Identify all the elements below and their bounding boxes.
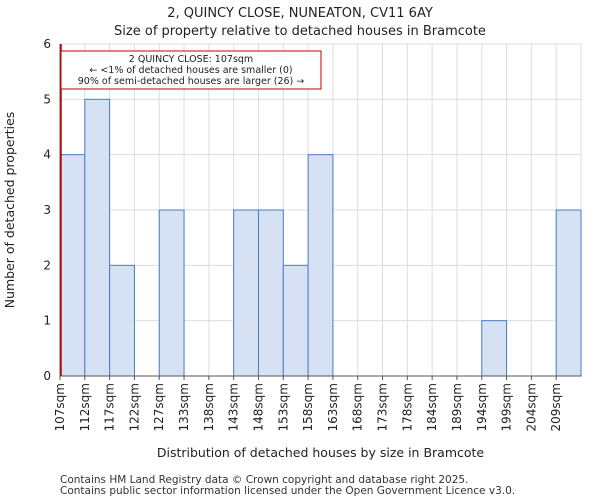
x-tick-label: 184sqm: [425, 383, 439, 431]
x-tick-label: 209sqm: [549, 383, 563, 431]
annotation-smaller: ← <1% of detached houses are smaller (0): [89, 65, 292, 76]
histogram-chart: 0 1 2 3 4 5 6 107sqm 112sqm 117sqm 122sqm 127sqm 133…: [2, 37, 582, 460]
y-tick-label: 5: [43, 92, 51, 106]
x-tick-label: 112sqm: [78, 383, 92, 431]
y-tick-label: 6: [43, 37, 51, 51]
footer-copyright: Contains HM Land Registry data © Crown c…: [60, 474, 469, 486]
x-tick-label: 122sqm: [127, 383, 141, 431]
bar: [555, 209, 582, 377]
x-tick-label: 204sqm: [524, 383, 538, 431]
x-tick-label: 199sqm: [500, 383, 514, 431]
y-tick-label: 2: [43, 258, 51, 272]
chart-title: 2, QUINCY CLOSE, NUNEATON, CV11 6AY: [167, 6, 433, 21]
x-tick-label: 173sqm: [376, 383, 390, 431]
bar: [233, 209, 259, 377]
x-axis-title: Distribution of detached houses by size …: [157, 445, 485, 460]
x-tick-label: 148sqm: [251, 383, 265, 431]
x-tick-label: 133sqm: [177, 383, 191, 431]
footer-licence: Contains public sector information licen…: [60, 485, 516, 497]
y-tick-label: 0: [43, 369, 51, 383]
annotation-box: [60, 50, 322, 90]
bar: [257, 209, 284, 377]
axis-layer: 0 1 2 3 4 5 6 107sqm 112sqm 117sqm 122sqm 127sqm 133…: [2, 37, 581, 460]
annotation-title: 2 QUINCY CLOSE: 107sqm: [129, 54, 253, 65]
bar: [109, 264, 135, 377]
annotation-larger: 90% of semi-detached houses are larger (…: [78, 76, 305, 87]
x-tick-label: 158sqm: [301, 383, 315, 431]
y-tick-label: 3: [43, 203, 51, 217]
chart-subtitle: Size of property relative to detached ho…: [114, 24, 486, 39]
x-tick-label: 163sqm: [326, 383, 340, 431]
bar: [59, 154, 86, 377]
bar: [307, 154, 334, 377]
x-tick-label: 189sqm: [450, 383, 464, 431]
y-tick-label: 4: [43, 148, 51, 162]
x-tick-label: 143sqm: [227, 383, 241, 431]
x-tick-label: 153sqm: [276, 383, 290, 431]
x-tick-label: 127sqm: [152, 383, 166, 431]
x-tick-label: 117sqm: [103, 383, 117, 431]
x-tick-label: 168sqm: [351, 383, 365, 431]
y-axis-title: Number of detached properties: [2, 112, 17, 309]
bar: [84, 98, 111, 377]
x-tick-label: 178sqm: [400, 383, 414, 431]
bar: [481, 320, 508, 377]
x-tick-label: 107sqm: [53, 383, 67, 431]
bar: [282, 264, 309, 377]
y-tick-label: 1: [43, 314, 51, 328]
bar-layer: [59, 98, 582, 377]
bar: [158, 209, 185, 377]
x-tick-label: 138sqm: [202, 383, 216, 431]
marker-layer: 2 QUINCY CLOSE: 107sqm← <1% of detached …: [60, 44, 322, 376]
x-tick-label: 194sqm: [475, 383, 489, 431]
